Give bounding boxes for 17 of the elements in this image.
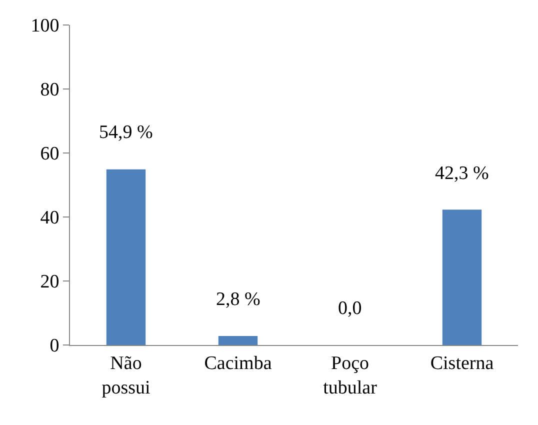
x-tick-label: Não possui	[102, 352, 150, 398]
y-tick-label: 60	[40, 144, 60, 165]
y-tick-label: 40	[40, 208, 60, 229]
bar	[442, 210, 482, 345]
y-tick-label: 0	[50, 336, 60, 357]
bar	[106, 169, 146, 345]
data-label: 2,8 %	[216, 289, 260, 310]
data-label: 54,9 %	[99, 122, 153, 143]
bar	[218, 336, 258, 345]
x-tick-label: Cisterna	[430, 352, 494, 374]
data-label: 0,0	[338, 298, 362, 319]
y-tick-label: 100	[30, 16, 60, 37]
y-tick-label: 80	[40, 80, 60, 101]
x-tick-label: Poço tubular	[323, 352, 378, 398]
x-tick-label: Cacimba	[204, 352, 272, 374]
y-tick-label: 20	[40, 272, 60, 293]
data-label: 42,3 %	[435, 163, 489, 184]
